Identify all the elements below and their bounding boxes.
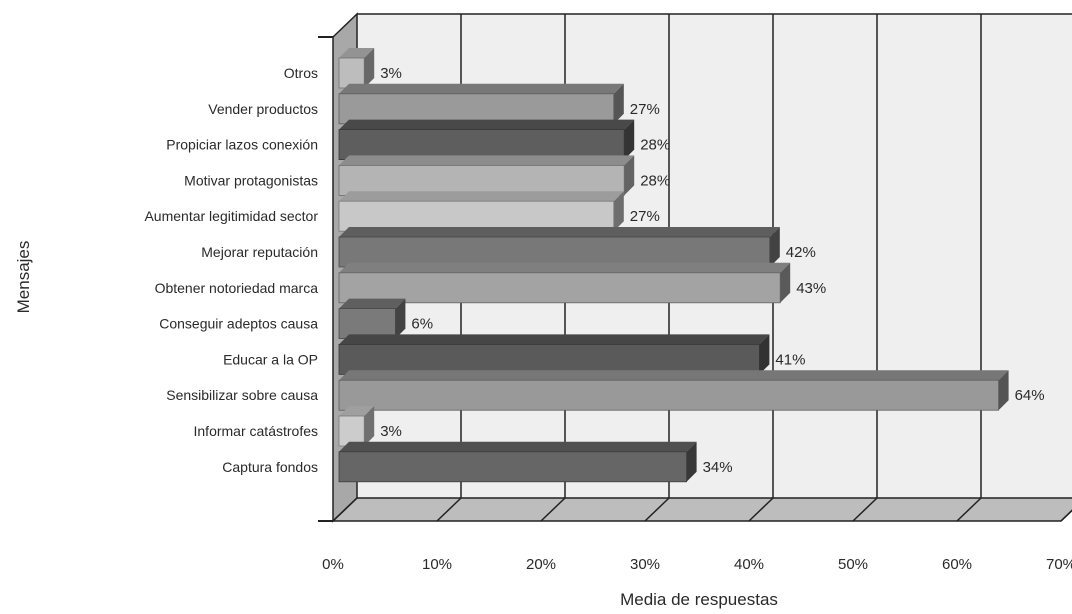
bar-end-face	[686, 441, 697, 482]
bar-end-face	[395, 298, 406, 339]
category-labels: Otros Vender productos Propiciar lazos con…	[144, 65, 318, 475]
x-tick-label: 10%	[422, 556, 452, 573]
floor-gridline	[332, 497, 358, 522]
category-label: Sensibilizar sobre causa	[166, 387, 318, 403]
bar: 41%	[338, 334, 805, 375]
bar-end-face	[364, 406, 375, 446]
bar-top-face	[339, 334, 770, 345]
category-label: Captura fondos	[222, 459, 318, 475]
bar: 3%	[338, 48, 402, 89]
bar: 28%	[338, 119, 670, 161]
bar-top-face	[339, 406, 375, 416]
bar-end-face	[998, 370, 1009, 411]
floor-gridline	[956, 497, 982, 522]
bar-top-face	[339, 298, 406, 309]
data-label: 42%	[786, 244, 816, 261]
category-label: Vender productos	[208, 101, 318, 117]
floor-gridline	[748, 497, 774, 522]
bar-front-face	[338, 164, 625, 196]
bar: 28%	[338, 155, 670, 196]
bar-top-face	[339, 227, 780, 237]
data-label: 6%	[411, 316, 433, 333]
bar: 27%	[338, 191, 660, 232]
category-label: Informar catástrofes	[194, 423, 319, 439]
bar: 3%	[338, 406, 402, 447]
bar-top-face	[339, 370, 1009, 381]
x-tick-label: 0%	[322, 556, 344, 573]
category-label: Aumentar legitimidad sector	[144, 208, 318, 224]
bar: 34%	[338, 441, 733, 483]
bar: 64%	[338, 370, 1045, 411]
bar-top-face	[339, 83, 624, 94]
bar-end-face	[613, 83, 624, 124]
category-label: Propiciar lazos conexión	[166, 137, 318, 153]
floor-gridline	[540, 497, 566, 522]
x-tick-label: 60%	[942, 556, 972, 573]
data-label: 3%	[380, 65, 402, 82]
x-tick-label: 50%	[838, 556, 868, 573]
data-label: 27%	[630, 101, 660, 118]
data-label: 34%	[703, 459, 733, 476]
data-label: 64%	[1015, 387, 1045, 404]
y-axis-title: Mensajes	[14, 241, 33, 314]
bar-front-face	[338, 343, 760, 375]
x-tick-labels: 0% 10% 20% 30% 40% 50% 60% 70%	[322, 556, 1072, 573]
category-label: Conseguir adeptos causa	[159, 316, 318, 332]
x-tick-label: 40%	[734, 556, 764, 573]
bar-top-face	[339, 119, 635, 130]
data-label: 28%	[640, 172, 670, 189]
bar-end-face	[780, 262, 791, 303]
bar-top-face	[339, 155, 635, 166]
bar-front-face	[338, 415, 365, 447]
bar-front-face	[338, 236, 771, 268]
bar-top-face	[339, 191, 624, 202]
bar-front-face	[338, 451, 688, 483]
bar-top-face	[339, 262, 791, 273]
data-label: 28%	[640, 137, 670, 154]
category-label: Motivar protagonistas	[184, 172, 318, 188]
bar-end-face	[624, 119, 635, 160]
bar-front-face	[338, 308, 396, 340]
bar-front-face	[338, 379, 999, 411]
x-axis-title: Media de respuestas	[620, 590, 778, 609]
bar-front-face	[338, 129, 625, 161]
floor-gridline	[852, 497, 878, 522]
data-label: 27%	[630, 208, 660, 225]
category-label: Obtener notoriedad marca	[155, 280, 319, 296]
floor-gridline	[644, 497, 670, 522]
x-tick-label: 20%	[526, 556, 556, 573]
bar-front-face	[338, 272, 781, 304]
category-label: Mejorar reputación	[201, 244, 318, 260]
bar-end-face	[759, 334, 770, 375]
data-label: 3%	[380, 423, 402, 440]
category-label: Educar a la OP	[223, 351, 318, 367]
bar-top-face	[339, 48, 375, 58]
data-label: 43%	[796, 280, 826, 297]
floor-gridline	[1060, 509, 1072, 522]
data-label: 41%	[775, 351, 805, 368]
bar-end-face	[613, 191, 624, 232]
bar: 27%	[338, 83, 660, 125]
bar-front-face	[338, 93, 615, 125]
x-tick-label: 70%	[1046, 556, 1072, 573]
bar-end-face	[624, 155, 635, 196]
bar-end-face	[364, 48, 375, 88]
bar-front-face	[338, 200, 615, 232]
x-tick-label: 30%	[630, 556, 660, 573]
bar: 6%	[338, 298, 433, 340]
bars: 3% 27% 28% 28% 27% 42% 43% 6% 41% 64% 3% 34%	[338, 48, 1045, 483]
bar-top-face	[339, 441, 697, 452]
bar: 42%	[338, 227, 816, 268]
bar-end-face	[769, 227, 780, 267]
bar-front-face	[338, 57, 365, 89]
floor-gridline	[436, 497, 462, 522]
bar: 43%	[338, 262, 826, 304]
category-label: Otros	[284, 65, 318, 81]
